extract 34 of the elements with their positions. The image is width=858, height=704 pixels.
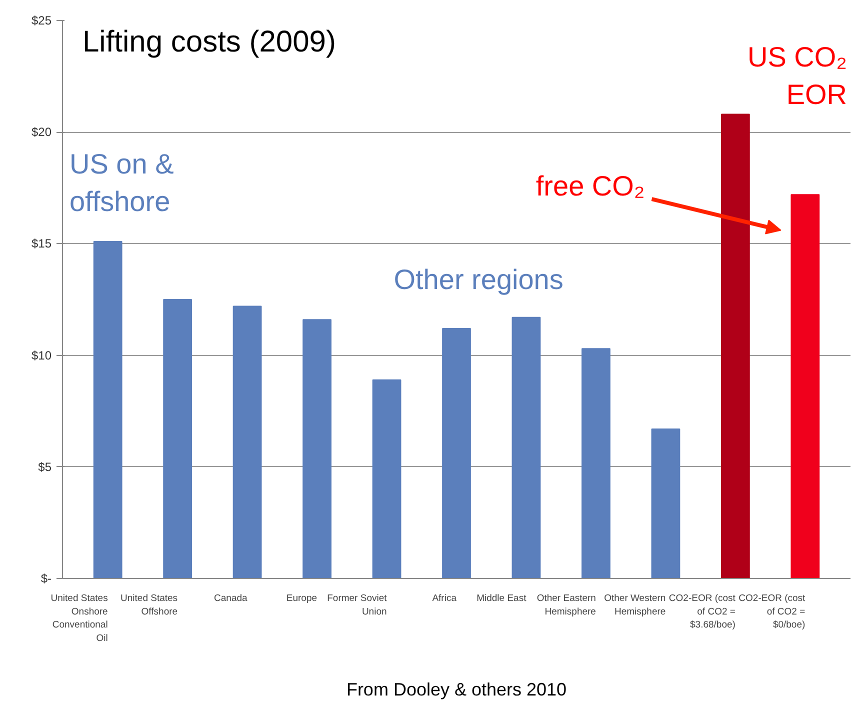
y-tick-label: $25 <box>31 14 52 28</box>
x-tick-label: Africa <box>432 593 458 604</box>
x-tick-label: Other Eastern Hemisphere <box>536 593 596 618</box>
x-tick-label: Other Western Hemisphere <box>604 593 666 618</box>
y-tick-label: $20 <box>31 125 52 140</box>
y-tick-label: $- <box>40 572 52 586</box>
x-tick-label: CO2-EOR (cost of CO2 = $0/boe) <box>738 593 806 631</box>
bar <box>372 379 402 578</box>
bar <box>512 316 541 578</box>
x-tick-label: Former Soviet Union <box>327 593 388 618</box>
annotation: US on & offshore <box>69 148 174 217</box>
x-tick-label: Canada <box>214 593 248 604</box>
bar <box>302 319 332 578</box>
bar <box>442 328 471 578</box>
annotation: free CO₂ <box>536 170 645 202</box>
bar <box>720 114 750 578</box>
x-tick-label: Europe <box>286 593 318 604</box>
bar <box>93 240 122 578</box>
chart-title: Lifting costs (2009) <box>82 26 336 58</box>
x-tick-label: CO2-EOR (cost of CO2 = $3.68/boe) <box>668 593 736 631</box>
bar <box>651 428 680 578</box>
x-tick-label: Middle East <box>476 593 527 604</box>
text: From Dooley & others 2010 <box>346 680 567 700</box>
annotation: US CO₂ EOR <box>747 42 848 110</box>
bar <box>163 299 192 578</box>
bar <box>790 194 820 578</box>
annotation: Other regions <box>394 264 564 296</box>
bar <box>232 306 262 578</box>
y-tick-label: $15 <box>31 236 52 251</box>
x-tick-label: United States Offshore <box>120 593 178 618</box>
x-tick-label: United States Onshore Conventional Oil <box>50 593 108 644</box>
bar <box>582 348 610 578</box>
y-tick-label: $5 <box>38 460 52 474</box>
y-tick-label: $10 <box>31 348 52 362</box>
